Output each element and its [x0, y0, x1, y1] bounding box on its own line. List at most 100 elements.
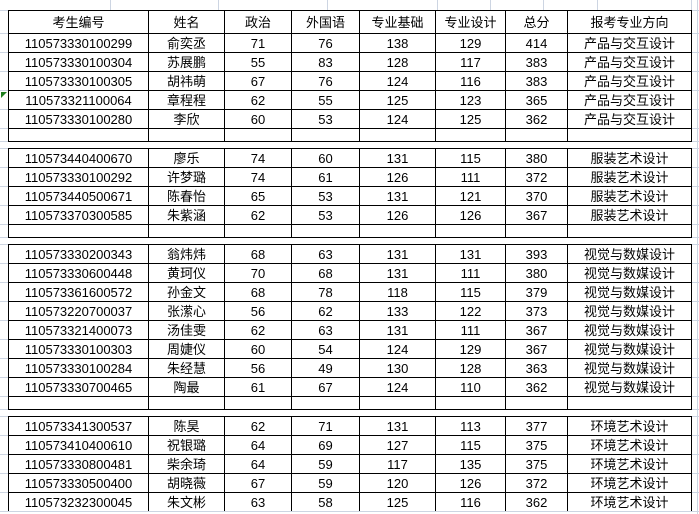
column-header-exam-id[interactable]: 考生编号 — [8, 10, 149, 34]
cell-major-direction[interactable]: 视觉与数媒设计 — [567, 263, 692, 283]
cell-name[interactable]: 汤佳雯 — [148, 320, 225, 340]
cell-major-basics[interactable]: 125 — [359, 492, 436, 512]
cell-exam-id[interactable]: 110573330600448 — [8, 263, 149, 283]
cell-major-design[interactable]: 115 — [435, 282, 506, 302]
cell-politics[interactable]: 61 — [224, 377, 292, 397]
cell-name[interactable]: 章程程 — [148, 90, 225, 110]
cell-major-basics[interactable]: 131 — [359, 244, 436, 264]
cell-major-direction[interactable]: 产品与交互设计 — [567, 71, 692, 91]
empty-cell[interactable] — [435, 396, 506, 410]
cell-major-direction[interactable]: 视觉与数媒设计 — [567, 301, 692, 321]
cell-total[interactable]: 367 — [505, 205, 568, 225]
empty-cell[interactable] — [291, 128, 360, 142]
cell-major-design[interactable]: 111 — [435, 263, 506, 283]
column-header-total[interactable]: 总分 — [505, 10, 568, 34]
cell-major-direction[interactable]: 视觉与数媒设计 — [567, 339, 692, 359]
cell-name[interactable]: 朱紫涵 — [148, 205, 225, 225]
cell-total[interactable]: 375 — [505, 435, 568, 455]
cell-foreign-lang[interactable]: 63 — [291, 244, 360, 264]
cell-total[interactable]: 370 — [505, 186, 568, 206]
cell-major-direction[interactable]: 环境艺术设计 — [567, 492, 692, 512]
cell-politics[interactable]: 63 — [224, 492, 292, 512]
empty-cell[interactable] — [505, 224, 568, 238]
empty-cell[interactable] — [359, 396, 436, 410]
cell-exam-id[interactable]: 110573330500400 — [8, 473, 149, 493]
cell-major-design[interactable]: 131 — [435, 244, 506, 264]
cell-major-basics[interactable]: 128 — [359, 52, 436, 72]
cell-foreign-lang[interactable]: 78 — [291, 282, 360, 302]
cell-major-design[interactable]: 115 — [435, 435, 506, 455]
cell-total[interactable]: 372 — [505, 473, 568, 493]
cell-politics[interactable]: 64 — [224, 435, 292, 455]
cell-major-direction[interactable]: 服装艺术设计 — [567, 205, 692, 225]
cell-total[interactable]: 375 — [505, 454, 568, 474]
cell-major-basics[interactable]: 124 — [359, 109, 436, 129]
cell-exam-id[interactable]: 110573330100305 — [8, 71, 149, 91]
cell-foreign-lang[interactable]: 54 — [291, 339, 360, 359]
cell-total[interactable]: 393 — [505, 244, 568, 264]
cell-exam-id[interactable]: 110573330100292 — [8, 167, 149, 187]
cell-foreign-lang[interactable]: 58 — [291, 492, 360, 512]
cell-exam-id[interactable]: 110573330100303 — [8, 339, 149, 359]
cell-foreign-lang[interactable]: 53 — [291, 109, 360, 129]
cell-major-basics[interactable]: 130 — [359, 358, 436, 378]
cell-major-basics[interactable]: 131 — [359, 416, 436, 436]
cell-major-design[interactable]: 129 — [435, 339, 506, 359]
cell-foreign-lang[interactable]: 69 — [291, 435, 360, 455]
cell-total[interactable]: 414 — [505, 33, 568, 53]
cell-major-design[interactable]: 128 — [435, 358, 506, 378]
empty-cell[interactable] — [224, 396, 292, 410]
cell-total[interactable]: 380 — [505, 263, 568, 283]
cell-total[interactable]: 380 — [505, 148, 568, 168]
cell-major-basics[interactable]: 131 — [359, 320, 436, 340]
empty-cell[interactable] — [224, 224, 292, 238]
cell-major-design[interactable]: 115 — [435, 148, 506, 168]
cell-major-design[interactable]: 116 — [435, 492, 506, 512]
empty-cell[interactable] — [359, 224, 436, 238]
cell-major-design[interactable]: 126 — [435, 473, 506, 493]
cell-politics[interactable]: 67 — [224, 473, 292, 493]
empty-cell[interactable] — [435, 128, 506, 142]
cell-foreign-lang[interactable]: 59 — [291, 473, 360, 493]
cell-major-direction[interactable]: 环境艺术设计 — [567, 416, 692, 436]
cell-politics[interactable]: 62 — [224, 416, 292, 436]
empty-cell[interactable] — [567, 224, 692, 238]
cell-major-basics[interactable]: 117 — [359, 454, 436, 474]
cell-total[interactable]: 373 — [505, 301, 568, 321]
cell-name[interactable]: 黄珂仪 — [148, 263, 225, 283]
cell-politics[interactable]: 55 — [224, 52, 292, 72]
cell-foreign-lang[interactable]: 53 — [291, 186, 360, 206]
cell-major-direction[interactable]: 视觉与数媒设计 — [567, 244, 692, 264]
cell-total[interactable]: 383 — [505, 52, 568, 72]
cell-foreign-lang[interactable]: 76 — [291, 33, 360, 53]
cell-foreign-lang[interactable]: 83 — [291, 52, 360, 72]
cell-exam-id[interactable]: 110573330100280 — [8, 109, 149, 129]
cell-politics[interactable]: 60 — [224, 339, 292, 359]
empty-cell[interactable] — [359, 128, 436, 142]
cell-politics[interactable]: 62 — [224, 320, 292, 340]
cell-major-direction[interactable]: 视觉与数媒设计 — [567, 377, 692, 397]
cell-name[interactable]: 朱文彬 — [148, 492, 225, 512]
cell-major-direction[interactable]: 视觉与数媒设计 — [567, 358, 692, 378]
cell-name[interactable]: 柴余琦 — [148, 454, 225, 474]
cell-name[interactable]: 周婕仪 — [148, 339, 225, 359]
cell-major-direction[interactable]: 服装艺术设计 — [567, 186, 692, 206]
empty-cell[interactable] — [435, 224, 506, 238]
cell-politics[interactable]: 56 — [224, 301, 292, 321]
cell-politics[interactable]: 68 — [224, 244, 292, 264]
cell-name[interactable]: 俞奕丞 — [148, 33, 225, 53]
cell-major-basics[interactable]: 124 — [359, 377, 436, 397]
cell-major-design[interactable]: 135 — [435, 454, 506, 474]
cell-exam-id[interactable]: 110573330800481 — [8, 454, 149, 474]
cell-politics[interactable]: 68 — [224, 282, 292, 302]
cell-name[interactable]: 廖乐 — [148, 148, 225, 168]
cell-major-basics[interactable]: 118 — [359, 282, 436, 302]
cell-name[interactable]: 陶最 — [148, 377, 225, 397]
cell-name[interactable]: 陈昊 — [148, 416, 225, 436]
cell-total[interactable]: 367 — [505, 339, 568, 359]
cell-exam-id[interactable]: 110573321400073 — [8, 320, 149, 340]
cell-total[interactable]: 383 — [505, 71, 568, 91]
cell-name[interactable]: 朱经慧 — [148, 358, 225, 378]
empty-cell[interactable] — [148, 396, 225, 410]
cell-major-direction[interactable]: 服装艺术设计 — [567, 148, 692, 168]
